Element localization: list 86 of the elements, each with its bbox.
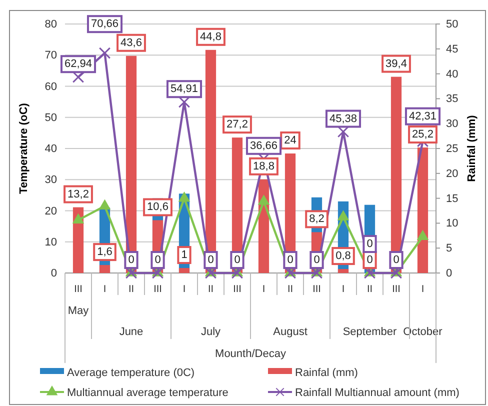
data-label: 0	[154, 254, 161, 266]
data-label: 1	[181, 249, 188, 262]
data-label: 27,2	[226, 118, 248, 131]
y2-tick-label: 25	[446, 143, 458, 156]
data-label: 39,4	[386, 58, 407, 70]
x-tick-label: I	[103, 284, 106, 295]
x-tick-label: III	[74, 284, 82, 295]
point	[98, 199, 111, 210]
point	[72, 213, 84, 224]
y2-axis-title: Rainfal (mm)	[466, 114, 478, 182]
data-label: 0,8	[336, 250, 351, 262]
x-tick-label: I	[342, 284, 345, 295]
legend-label: Rainfal (mm)	[295, 367, 358, 379]
data-label: 0	[366, 254, 373, 266]
x-tick-label: II	[287, 284, 294, 295]
y-tick-label: 0	[50, 268, 57, 280]
y-tick-label: 80	[44, 18, 57, 31]
bar	[178, 268, 190, 273]
data-label: 0	[366, 238, 373, 250]
data-label: 45,38	[329, 112, 358, 125]
data-label: 8,2	[309, 213, 324, 226]
legend-label: Rainfall Multiannual amount (mm)	[295, 387, 460, 399]
data-label: 24	[284, 134, 296, 146]
data-label: 18,8	[253, 160, 274, 172]
y2-tick-label: 0	[446, 268, 452, 280]
data-label: 13,2	[68, 188, 89, 200]
point	[178, 192, 190, 202]
y-axis-title: Temperature (oC)	[18, 102, 30, 194]
bar	[338, 269, 349, 273]
data-label: 0	[287, 254, 294, 266]
point	[258, 194, 270, 205]
legend-label: Multiannual average temperature	[67, 387, 228, 399]
data-label: 25,2	[412, 128, 434, 141]
data-label: 0	[208, 254, 214, 266]
x-tick-label: I	[182, 284, 186, 295]
y2-tick-label: 50	[446, 18, 458, 31]
data-label: 0	[234, 254, 240, 266]
y2-tick-label: 20	[446, 168, 458, 180]
y-tick-label: 60	[44, 80, 57, 93]
x-tick-label: III	[392, 284, 400, 295]
data-label: 0	[393, 254, 400, 266]
data-label: 62,94	[64, 58, 92, 70]
y-tick-label: 20	[44, 205, 57, 218]
y-tick-label: 40	[44, 143, 57, 156]
y2-tick-label: 45	[446, 43, 458, 56]
text: September	[342, 326, 397, 338]
x-tick-label: II	[128, 284, 134, 295]
data-label: 36,66	[250, 140, 278, 152]
data-label: 43,6	[120, 36, 142, 49]
text: May	[68, 305, 90, 317]
point	[416, 230, 429, 240]
x-tick-label: III	[154, 284, 162, 295]
data-label: 0	[128, 254, 134, 266]
point	[337, 210, 350, 220]
data-label: 1,6	[97, 246, 112, 258]
data-label: 70,66	[90, 18, 119, 30]
y-tick-label: 30	[44, 174, 57, 186]
data-label: 44,8	[200, 30, 222, 43]
x-tick-label: III	[312, 284, 321, 295]
y2-tick-label: 5	[446, 242, 452, 255]
x-tick-label: I	[421, 284, 424, 295]
y2-tick-label: 10	[446, 218, 458, 230]
y-tick-label: 50	[44, 112, 57, 124]
data-label: 42,31	[408, 110, 437, 122]
legend-label: Average temperature (0C)	[67, 367, 195, 379]
y-tick-label: 10	[44, 236, 57, 248]
data-label: 54,91	[170, 83, 198, 96]
y2-tick-label: 30	[446, 118, 458, 130]
x-tick-label: I	[262, 284, 266, 295]
text: August	[273, 326, 308, 338]
x-tick-label: II	[208, 284, 214, 295]
data-label: 0	[314, 254, 320, 266]
text: July	[200, 326, 222, 338]
y2-tick-label: 40	[446, 68, 458, 80]
y2-tick-label: 35	[446, 93, 458, 106]
data-label: 10,6	[147, 201, 168, 214]
x-tick-label: II	[366, 284, 373, 295]
y2-tick-label: 15	[446, 192, 458, 205]
text: June	[119, 326, 144, 338]
point	[98, 47, 111, 59]
x-axis-title: Mounth/Decay	[215, 348, 286, 360]
y-tick-label: 70	[44, 50, 57, 62]
bar	[99, 265, 110, 273]
bar	[417, 148, 428, 273]
x-tick-label: III	[233, 284, 242, 295]
text: October	[403, 326, 443, 338]
